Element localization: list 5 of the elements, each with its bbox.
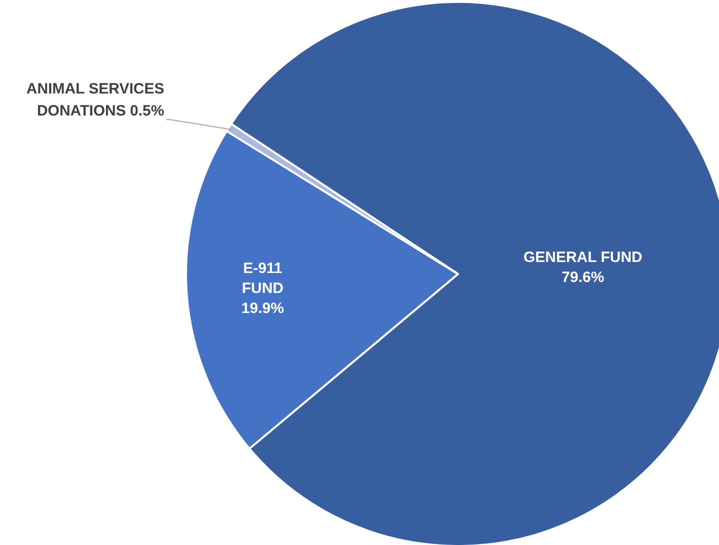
slice-label: GENERAL FUND [523, 248, 643, 266]
slice-label: E-911 FUND [242, 260, 284, 298]
data-label: 19.9% [241, 300, 284, 318]
slice-label: ANIMAL SERVICES DONATIONS 0.5% [26, 80, 164, 120]
data-label: 79.6% [562, 268, 604, 286]
